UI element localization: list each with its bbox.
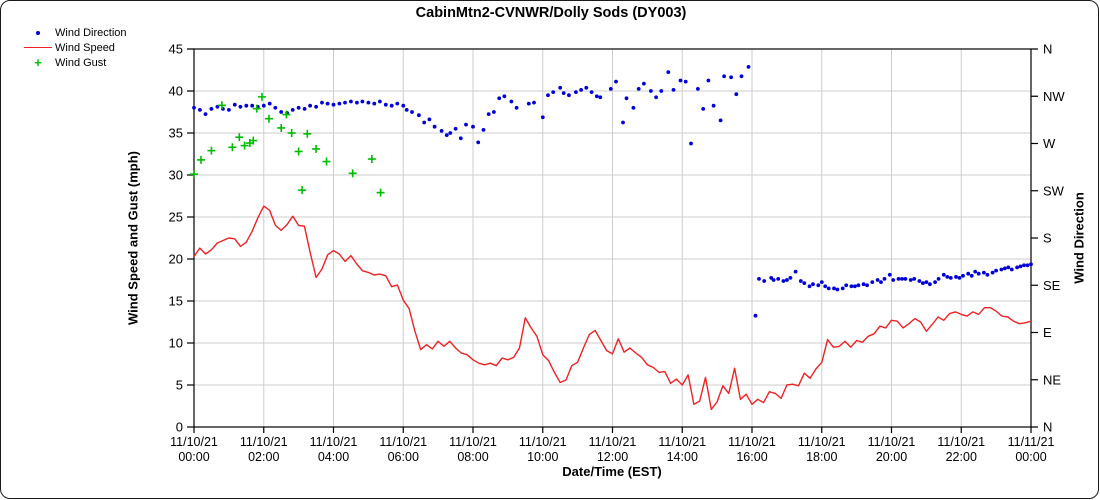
svg-text:0: 0 (176, 420, 183, 435)
svg-text:11/10/21: 11/10/21 (379, 435, 427, 449)
legend-label-wind-gust: Wind Gust (55, 56, 107, 69)
svg-text:11/10/21: 11/10/21 (589, 435, 637, 449)
svg-text:20: 20 (169, 252, 183, 267)
svg-text:10:00: 10:00 (527, 450, 558, 464)
svg-text:11/10/21: 11/10/21 (170, 435, 218, 449)
svg-text:S: S (1043, 231, 1052, 246)
svg-text:W: W (1043, 136, 1056, 151)
wind-speed-line-icon (21, 47, 55, 48)
svg-text:11/10/21: 11/10/21 (658, 435, 706, 449)
svg-text:30: 30 (169, 168, 183, 183)
svg-text:45: 45 (169, 42, 183, 57)
svg-text:NW: NW (1043, 89, 1065, 104)
svg-text:22:00: 22:00 (946, 450, 977, 464)
svg-text:20:00: 20:00 (876, 450, 907, 464)
legend-item-wind-gust: + Wind Gust (21, 55, 127, 70)
svg-text:00:00: 00:00 (1015, 450, 1046, 464)
wind-direction-dot-icon (21, 30, 55, 35)
legend-label-wind-direction: Wind Direction (55, 26, 127, 39)
svg-text:00:00: 00:00 (178, 450, 209, 464)
svg-text:11/10/21: 11/10/21 (728, 435, 776, 449)
legend-item-wind-speed: Wind Speed (21, 40, 127, 55)
svg-text:25: 25 (169, 210, 183, 225)
svg-text:11/10/21: 11/10/21 (449, 435, 497, 449)
svg-text:11/10/21: 11/10/21 (519, 435, 567, 449)
svg-text:11/10/21: 11/10/21 (798, 435, 846, 449)
svg-text:40: 40 (169, 84, 183, 99)
svg-text:11/10/21: 11/10/21 (937, 435, 985, 449)
svg-text:5: 5 (176, 378, 183, 393)
svg-text:11/10/21: 11/10/21 (310, 435, 358, 449)
svg-text:N: N (1043, 42, 1052, 57)
svg-text:08:00: 08:00 (457, 450, 488, 464)
svg-text:02:00: 02:00 (248, 450, 279, 464)
legend: Wind Direction Wind Speed + Wind Gust (21, 25, 127, 70)
svg-text:11/10/21: 11/10/21 (240, 435, 288, 449)
x-axis-title: Date/Time (EST) (562, 464, 662, 479)
legend-label-wind-speed: Wind Speed (55, 41, 115, 54)
legend-item-wind-direction: Wind Direction (21, 25, 127, 40)
svg-text:SE: SE (1043, 278, 1061, 293)
svg-text:15: 15 (169, 294, 183, 309)
svg-text:16:00: 16:00 (736, 450, 767, 464)
svg-text:E: E (1043, 325, 1052, 340)
wind-gust-plus-icon: + (34, 54, 42, 70)
svg-text:11/11/21: 11/11/21 (1008, 435, 1055, 449)
svg-text:11/10/21: 11/10/21 (868, 435, 916, 449)
svg-text:NE: NE (1043, 372, 1061, 387)
svg-text:12:00: 12:00 (597, 450, 628, 464)
svg-text:SW: SW (1043, 183, 1065, 198)
svg-text:04:00: 04:00 (318, 450, 349, 464)
svg-text:18:00: 18:00 (806, 450, 837, 464)
chart-title: CabinMtn2-CVNWR/Dolly Sods (DY003) (415, 5, 687, 21)
svg-text:10: 10 (169, 336, 183, 351)
svg-text:14:00: 14:00 (667, 450, 698, 464)
svg-text:35: 35 (169, 126, 183, 141)
svg-text:N: N (1043, 420, 1052, 435)
svg-text:06:00: 06:00 (388, 450, 419, 464)
